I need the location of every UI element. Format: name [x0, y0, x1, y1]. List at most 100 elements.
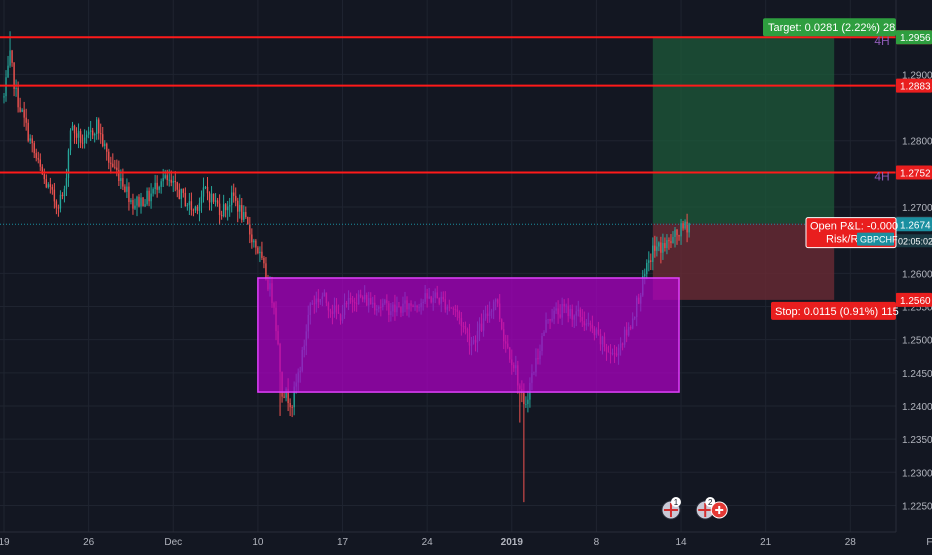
candle	[77, 123, 80, 149]
candle-body	[202, 187, 205, 197]
candle-body	[158, 186, 160, 190]
candle	[21, 108, 23, 113]
candle	[182, 188, 185, 198]
candle-body	[61, 194, 64, 197]
candle	[132, 193, 134, 215]
candle	[108, 148, 110, 170]
candle	[33, 140, 35, 159]
candle-body	[233, 192, 235, 196]
candle-body	[53, 189, 56, 202]
candle	[680, 218, 682, 245]
candle	[19, 97, 21, 113]
candle	[128, 182, 130, 211]
candle	[184, 187, 187, 207]
candle	[172, 175, 174, 193]
price-axis-tick-label: 1.2900	[902, 70, 932, 81]
candle	[210, 186, 213, 211]
candle-body	[55, 201, 58, 208]
candle	[662, 233, 664, 260]
candle	[253, 238, 255, 248]
time-axis-tick-label: 24	[422, 537, 434, 548]
candle-body	[122, 178, 124, 187]
candle	[39, 153, 41, 171]
candle	[251, 228, 253, 249]
candle-body	[686, 221, 688, 233]
candle	[654, 235, 656, 258]
candle-body	[255, 240, 257, 248]
candle	[198, 197, 201, 222]
candle	[249, 217, 251, 244]
candle	[212, 193, 215, 205]
price-axis-tick-label: 1.2600	[902, 269, 932, 280]
stop-price-tag: 1.2560	[900, 296, 931, 307]
candle-body	[81, 142, 84, 144]
candle	[71, 121, 74, 131]
candle-body	[63, 188, 66, 197]
candle-body	[287, 388, 289, 404]
range-box	[257, 277, 680, 393]
candle-body	[228, 205, 231, 207]
candle	[160, 178, 162, 194]
candle	[73, 124, 76, 144]
candle-body	[27, 122, 29, 141]
candle-body	[124, 186, 126, 192]
stop-label-bg	[771, 301, 896, 320]
target-label: Target: 0.0281 (2.22%) 28	[768, 22, 895, 34]
price-axis-tick-label: 1.2500	[902, 336, 932, 347]
candle	[116, 159, 118, 177]
candle	[652, 237, 654, 271]
candle-body	[249, 224, 251, 235]
candle-body	[13, 62, 15, 89]
candle-body	[644, 274, 646, 277]
candle	[291, 405, 293, 418]
candle	[174, 171, 176, 192]
price-axis-tick-label: 1.2700	[902, 203, 932, 214]
candle	[684, 219, 686, 230]
candle	[672, 231, 674, 244]
resistance-3-price-tag: 1.2752	[900, 169, 931, 180]
candle-body	[188, 201, 191, 206]
candle-body	[154, 182, 156, 190]
candle-body	[47, 184, 50, 188]
candle-body	[138, 196, 140, 207]
candle-body	[204, 186, 207, 188]
price-axis-tick-label: 1.2550	[902, 303, 932, 314]
candle	[255, 238, 257, 255]
candle-body	[73, 125, 76, 134]
candle-body	[57, 207, 60, 209]
countdown-bg	[896, 234, 932, 248]
candle	[259, 246, 261, 263]
symbol-badge: GBPCHF	[860, 235, 898, 245]
candle	[527, 390, 529, 413]
candle-body	[664, 243, 666, 248]
candle	[104, 140, 106, 150]
candle	[224, 203, 227, 218]
candle	[93, 132, 96, 143]
candle	[214, 193, 217, 207]
candle	[114, 159, 116, 170]
candle-body	[98, 119, 100, 134]
candle-body	[140, 197, 142, 207]
candle	[79, 128, 82, 149]
candle	[134, 198, 136, 210]
candle-body	[91, 130, 94, 136]
candle-body	[15, 88, 17, 89]
candle	[85, 130, 88, 144]
candle-body	[65, 178, 68, 189]
candle	[25, 108, 27, 131]
candle	[154, 174, 156, 195]
candle-body	[69, 130, 72, 151]
candle	[148, 187, 150, 207]
candle	[186, 202, 189, 211]
candle	[265, 257, 267, 281]
stop-price-tag-bg	[896, 292, 932, 307]
candle	[283, 391, 285, 399]
candle-body	[108, 151, 110, 163]
candle	[678, 234, 680, 241]
candle-body	[9, 50, 11, 66]
candle	[142, 196, 144, 207]
candle-body	[672, 237, 674, 244]
candle	[144, 199, 146, 208]
